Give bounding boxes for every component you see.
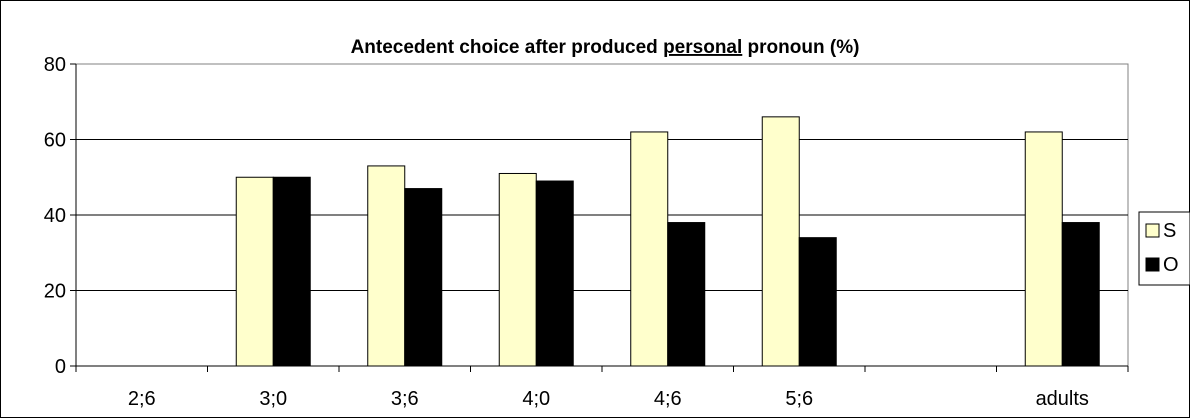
legend-label-o: O bbox=[1163, 254, 1179, 276]
x-tick-label: 5;6 bbox=[785, 388, 813, 410]
x-axis: 2;6 3;0 3;6 4;0 4;6 5;6 adults bbox=[75, 365, 1129, 410]
y-tick-label: 60 bbox=[44, 130, 66, 152]
chart-title: Antecedent choice after produced persona… bbox=[351, 37, 860, 58]
bar-s-5;6 bbox=[761, 116, 800, 367]
x-tick-label: 3;0 bbox=[259, 388, 287, 410]
bar-s-4;0 bbox=[498, 172, 537, 367]
x-tick-label: adults bbox=[1036, 388, 1089, 410]
bar-o-3;6 bbox=[404, 188, 443, 367]
legend-swatch-o bbox=[1145, 257, 1160, 272]
bar-s-adults bbox=[1024, 131, 1063, 367]
y-tick-label: 80 bbox=[44, 54, 66, 76]
legend-swatch-s bbox=[1145, 223, 1160, 238]
bar-s-4;6 bbox=[630, 131, 669, 367]
legend-label-s: S bbox=[1163, 220, 1176, 242]
y-tick-label: 20 bbox=[44, 281, 66, 303]
bars bbox=[235, 116, 1100, 367]
bar-s-3;0 bbox=[235, 176, 274, 367]
y-tick-label: 40 bbox=[44, 205, 66, 227]
x-tick-label: 4;0 bbox=[522, 388, 550, 410]
legend: SO bbox=[1138, 211, 1190, 286]
x-tick-label: 2;6 bbox=[128, 388, 156, 410]
x-tick-label: 3;6 bbox=[391, 388, 419, 410]
chart-title-part: personal bbox=[663, 37, 742, 58]
chart-title-part: Antecedent choice after produced bbox=[351, 37, 664, 58]
chart-title-part: pronoun (%) bbox=[742, 37, 859, 58]
bar-o-4;6 bbox=[667, 222, 706, 367]
bar-o-3;0 bbox=[272, 176, 311, 367]
bar-o-adults bbox=[1061, 222, 1100, 367]
y-tick-label: 0 bbox=[55, 356, 66, 378]
bar-o-4;0 bbox=[535, 180, 574, 367]
bar-o-5;6 bbox=[798, 237, 837, 367]
bar-s-3;6 bbox=[367, 165, 406, 367]
y-axis: 0 20 40 60 80 bbox=[44, 54, 77, 378]
x-tick-label: 4;6 bbox=[654, 388, 682, 410]
